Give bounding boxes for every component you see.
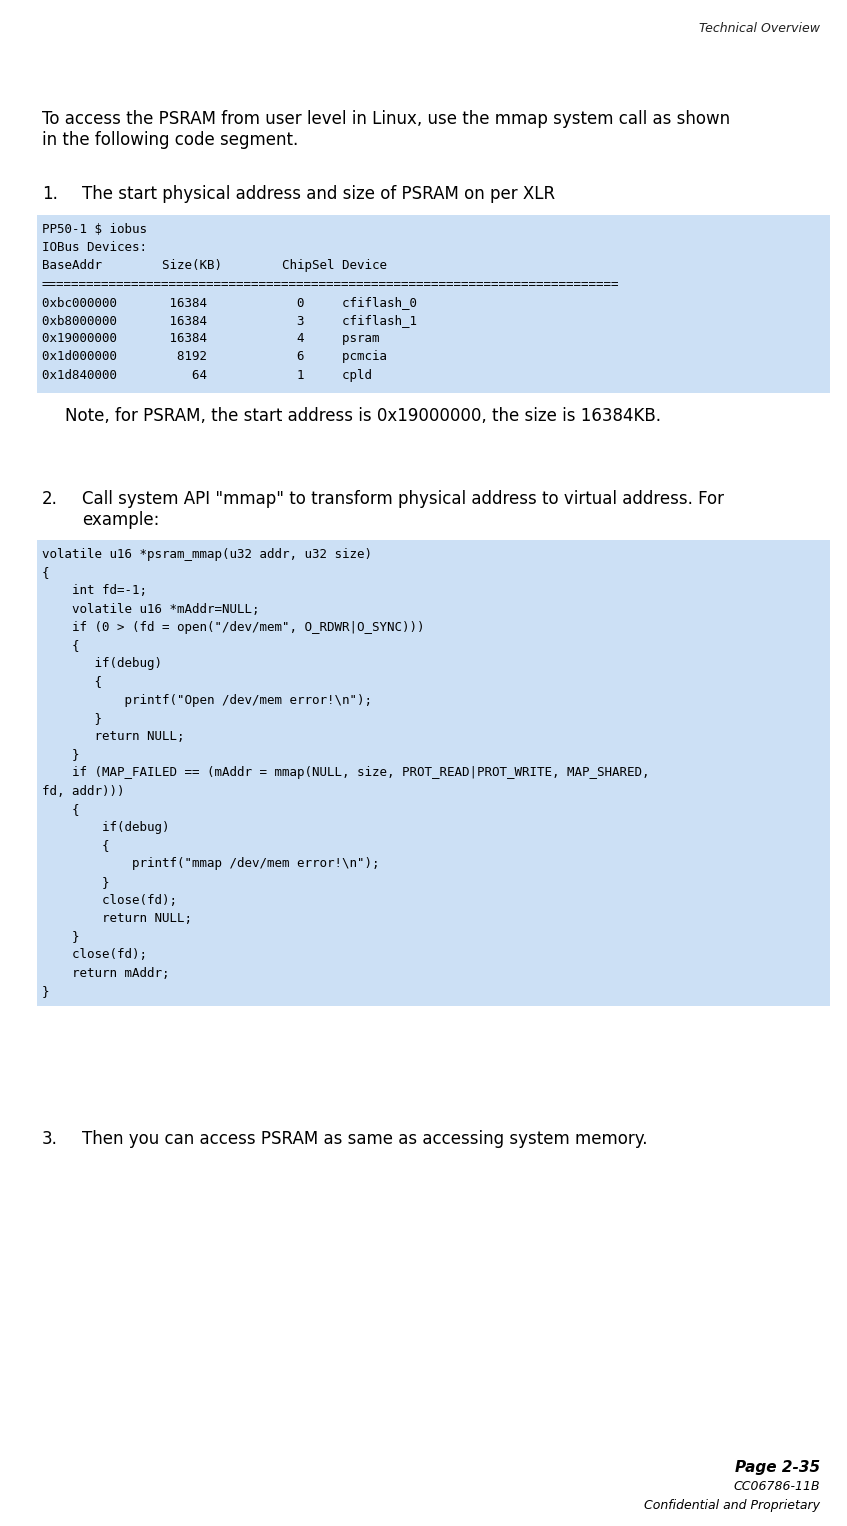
Text: Then you can access PSRAM as same as accessing system memory.: Then you can access PSRAM as same as acc… [82,1129,647,1148]
Text: To access the PSRAM from user level in Linux, use the mmap system call as shown
: To access the PSRAM from user level in L… [42,110,730,150]
Text: volatile u16 *psram_mmap(u32 addr, u32 size)
{
    int fd=-1;
    volatile u16 *: volatile u16 *psram_mmap(u32 addr, u32 s… [42,548,650,998]
Text: Page 2-35: Page 2-35 [735,1460,820,1476]
Text: CC06786-11B: CC06786-11B [734,1480,820,1492]
Bar [37,215,830,394]
Text: The start physical address and size of PSRAM on per XLR: The start physical address and size of P… [82,185,555,203]
Text: 2.: 2. [42,490,58,508]
Bar [37,540,830,1006]
Text: Note, for PSRAM, the start address is 0x19000000, the size is 16384KB.: Note, for PSRAM, the start address is 0x… [65,407,661,426]
Text: Technical Overview: Technical Overview [699,21,820,35]
Text: Call system API "mmap" to transform physical address to virtual address. For
exa: Call system API "mmap" to transform phys… [82,490,724,530]
Text: PP50-1 $ iobus
IOBus Devices:
BaseAddr        Size(KB)        ChipSel Device
===: PP50-1 $ iobus IOBus Devices: BaseAddr S… [42,223,619,382]
Text: 1.: 1. [42,185,58,203]
Text: 3.: 3. [42,1129,58,1148]
Text: Confidential and Proprietary: Confidential and Proprietary [644,1499,820,1512]
